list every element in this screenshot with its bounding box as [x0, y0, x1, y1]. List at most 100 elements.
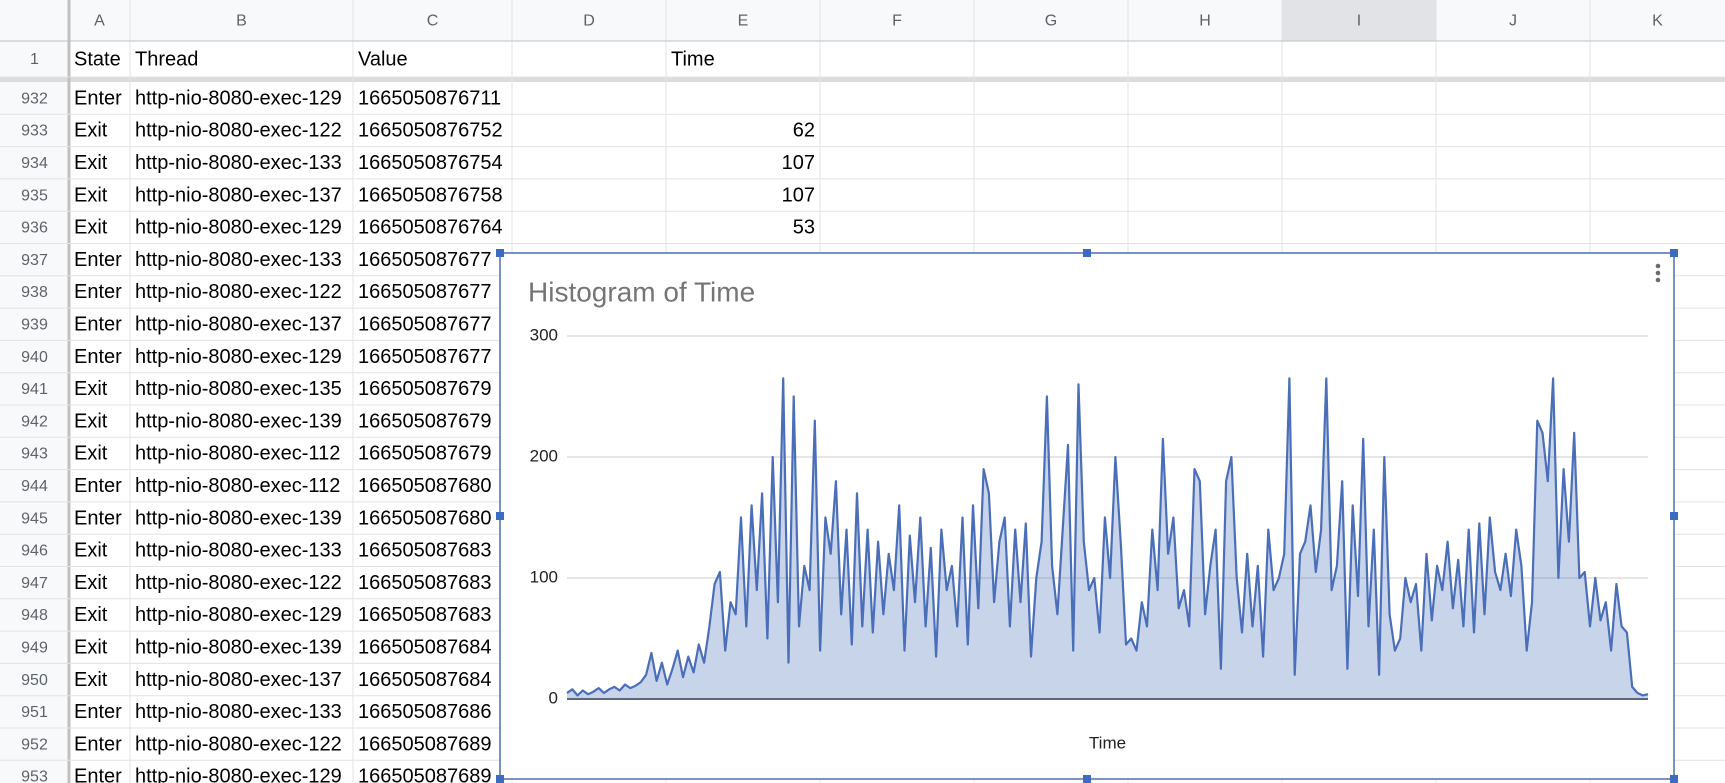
cell-text[interactable]: Exit	[74, 572, 108, 594]
column-header[interactable]: K	[1652, 13, 1663, 30]
row-number[interactable]: 941	[21, 381, 48, 398]
cell-text[interactable]: http-nio-8080-exec-137	[135, 184, 342, 206]
cell-text[interactable]: 166505087679	[358, 378, 491, 400]
cell-text[interactable]: Enter	[74, 281, 122, 303]
cell-text[interactable]: 166505087679	[358, 410, 491, 432]
cell-text[interactable]: Exit	[74, 540, 108, 562]
column-header[interactable]: E	[738, 13, 749, 30]
resize-handle[interactable]	[1670, 775, 1678, 783]
row-number[interactable]: 947	[21, 575, 48, 592]
column-header[interactable]: F	[892, 13, 902, 30]
cell-text[interactable]: 107	[782, 184, 815, 206]
cell-text[interactable]: Exit	[74, 669, 108, 691]
cell-text[interactable]: 166505087679	[358, 443, 491, 465]
cell-text[interactable]: Exit	[74, 184, 108, 206]
column-header[interactable]: I	[1357, 13, 1361, 30]
cell-text[interactable]: http-nio-8080-exec-122	[135, 572, 342, 594]
row-number[interactable]: 943	[21, 446, 48, 463]
row-number[interactable]: 932	[21, 90, 48, 107]
row-number[interactable]: 944	[21, 478, 48, 495]
cell-text[interactable]: Enter	[74, 475, 122, 497]
column-header[interactable]: C	[427, 13, 439, 30]
cell-text[interactable]: 166505087680	[358, 475, 491, 497]
cell-text[interactable]: 166505087689	[358, 733, 491, 755]
cell-text[interactable]: Exit	[74, 604, 108, 626]
column-header[interactable]: J	[1509, 13, 1517, 30]
cell-text[interactable]: http-nio-8080-exec-129	[135, 604, 342, 626]
row-number[interactable]: 948	[21, 607, 48, 624]
cell-text[interactable]: http-nio-8080-exec-122	[135, 120, 342, 142]
cell-text[interactable]: http-nio-8080-exec-137	[135, 669, 342, 691]
row-number[interactable]: 945	[21, 510, 48, 527]
cell-text[interactable]: 166505087677	[358, 346, 491, 368]
cell-text[interactable]: 166505087677	[358, 249, 491, 271]
cell-text[interactable]: 166505087683	[358, 604, 491, 626]
cell-text[interactable]: http-nio-8080-exec-122	[135, 733, 342, 755]
resize-handle[interactable]	[1083, 775, 1091, 783]
cell-text[interactable]: Time	[671, 48, 715, 70]
row-number[interactable]: 942	[21, 413, 48, 430]
column-header[interactable]: D	[583, 13, 595, 30]
cell-text[interactable]: http-nio-8080-exec-133	[135, 540, 342, 562]
cell-text[interactable]: Enter	[74, 249, 122, 271]
cell-text[interactable]: http-nio-8080-exec-133	[135, 701, 342, 723]
cell-text[interactable]: http-nio-8080-exec-129	[135, 87, 342, 109]
cell-text[interactable]: 1665050876754	[358, 152, 503, 174]
cell-text[interactable]: State	[74, 48, 121, 70]
cell-text[interactable]: Enter	[74, 346, 122, 368]
chart-menu-dot[interactable]	[1655, 263, 1661, 269]
cell-text[interactable]: 1665050876752	[358, 120, 503, 142]
cell-text[interactable]: 166505087680	[358, 507, 491, 529]
resize-handle[interactable]	[496, 249, 504, 257]
cell-text[interactable]: http-nio-8080-exec-135	[135, 378, 342, 400]
cell-text[interactable]: 166505087686	[358, 701, 491, 723]
cell-text[interactable]: http-nio-8080-exec-112	[135, 475, 340, 497]
cell-text[interactable]: http-nio-8080-exec-137	[135, 314, 342, 336]
cell-text[interactable]: http-nio-8080-exec-129	[135, 217, 342, 239]
cell-text[interactable]: http-nio-8080-exec-139	[135, 507, 342, 529]
embedded-chart[interactable]: Histogram of Time 0 100 200 300 Time	[496, 249, 1678, 783]
cell-text[interactable]: 166505087677	[358, 281, 491, 303]
chart-menu-dot[interactable]	[1655, 270, 1661, 276]
cell-text[interactable]: 166505087684	[358, 669, 491, 691]
cell-text[interactable]: Thread	[135, 48, 198, 70]
row-number[interactable]: 940	[21, 349, 48, 366]
cell-text[interactable]: 166505087683	[358, 540, 491, 562]
cell-text[interactable]: Exit	[74, 443, 108, 465]
resize-handle[interactable]	[496, 775, 504, 783]
cell-text[interactable]: http-nio-8080-exec-133	[135, 152, 342, 174]
row-number[interactable]: 938	[21, 284, 48, 301]
cell-text[interactable]: 166505087684	[358, 637, 491, 659]
cell-text[interactable]: http-nio-8080-exec-129	[135, 766, 342, 783]
cell-text[interactable]: http-nio-8080-exec-139	[135, 637, 342, 659]
cell-text[interactable]: http-nio-8080-exec-129	[135, 346, 342, 368]
cell-text[interactable]: 1665050876711	[358, 87, 501, 109]
row-number[interactable]: 937	[21, 252, 48, 269]
cell-text[interactable]: 166505087683	[358, 572, 491, 594]
column-header[interactable]: H	[1199, 13, 1211, 30]
row-number[interactable]: 952	[21, 736, 48, 753]
row-number[interactable]: 946	[21, 543, 48, 560]
row-number[interactable]: 933	[21, 123, 48, 140]
cell-text[interactable]: Exit	[74, 152, 108, 174]
resize-handle[interactable]	[1670, 249, 1678, 257]
cell-text[interactable]: 53	[793, 217, 815, 239]
cell-text[interactable]: http-nio-8080-exec-112	[135, 443, 340, 465]
cell-text[interactable]: Value	[358, 48, 408, 70]
cell-text[interactable]: 62	[793, 120, 815, 142]
row-number[interactable]: 936	[21, 220, 48, 237]
cell-text[interactable]: Enter	[74, 733, 122, 755]
cell-text[interactable]: Exit	[74, 120, 108, 142]
cell-text[interactable]: 1665050876758	[358, 184, 503, 206]
cell-text[interactable]: Enter	[74, 766, 122, 783]
resize-handle[interactable]	[1083, 249, 1091, 257]
row-number[interactable]: 1	[30, 51, 39, 68]
cell-text[interactable]: Exit	[74, 378, 108, 400]
row-number[interactable]: 950	[21, 672, 48, 689]
column-header[interactable]: G	[1045, 13, 1057, 30]
row-number[interactable]: 935	[21, 187, 48, 204]
column-header[interactable]: A	[94, 13, 105, 30]
row-number[interactable]: 934	[21, 155, 48, 172]
resize-handle[interactable]	[1670, 512, 1678, 520]
cell-text[interactable]: Exit	[74, 637, 108, 659]
